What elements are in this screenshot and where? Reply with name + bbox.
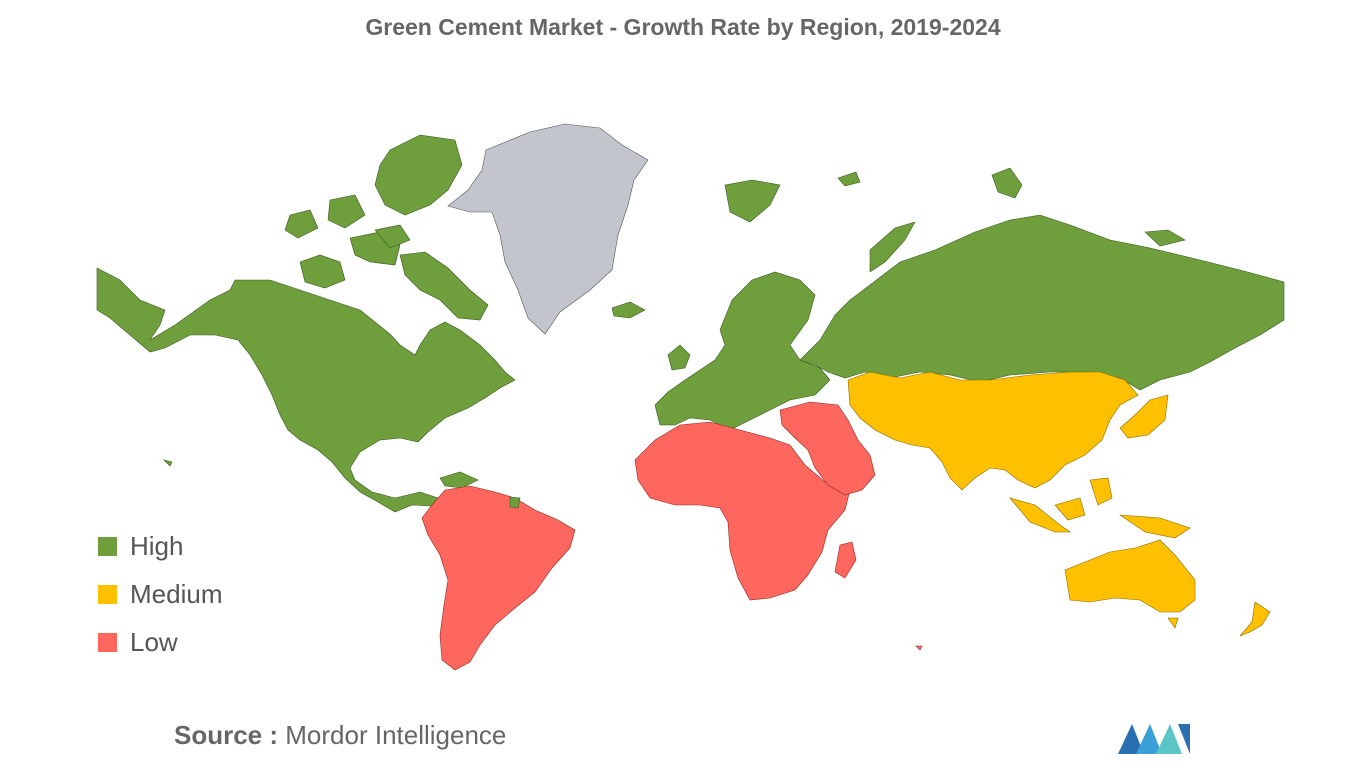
source-name: Mordor Intelligence bbox=[285, 720, 507, 750]
legend-item-high: High bbox=[98, 522, 222, 570]
legend-swatch-low bbox=[98, 632, 117, 652]
source-prefix: Source : bbox=[174, 720, 279, 750]
region-south-america bbox=[421, 485, 576, 671]
legend-item-medium: Medium bbox=[98, 570, 222, 618]
chart-title: Green Cement Market - Growth Rate by Reg… bbox=[365, 14, 1001, 40]
legend-swatch-medium bbox=[98, 584, 117, 604]
legend-label-high: High bbox=[130, 530, 184, 561]
region-french-guiana bbox=[509, 496, 521, 509]
region-asia-pacific bbox=[847, 371, 1271, 637]
legend-swatch-high bbox=[98, 536, 117, 556]
region-europe bbox=[611, 171, 861, 431]
region-north-america bbox=[96, 134, 516, 513]
region-middle-east-africa bbox=[634, 401, 923, 651]
legend-label-medium: Medium bbox=[130, 578, 223, 609]
region-russia bbox=[799, 167, 1285, 391]
region-greenland bbox=[447, 123, 649, 335]
legend-item-low: Low bbox=[98, 618, 222, 666]
legend-label-low: Low bbox=[130, 626, 178, 657]
mordor-logo bbox=[1118, 724, 1190, 754]
source-note: Source : Mordor Intelligence bbox=[174, 720, 506, 751]
legend: High Medium Low bbox=[98, 522, 222, 666]
